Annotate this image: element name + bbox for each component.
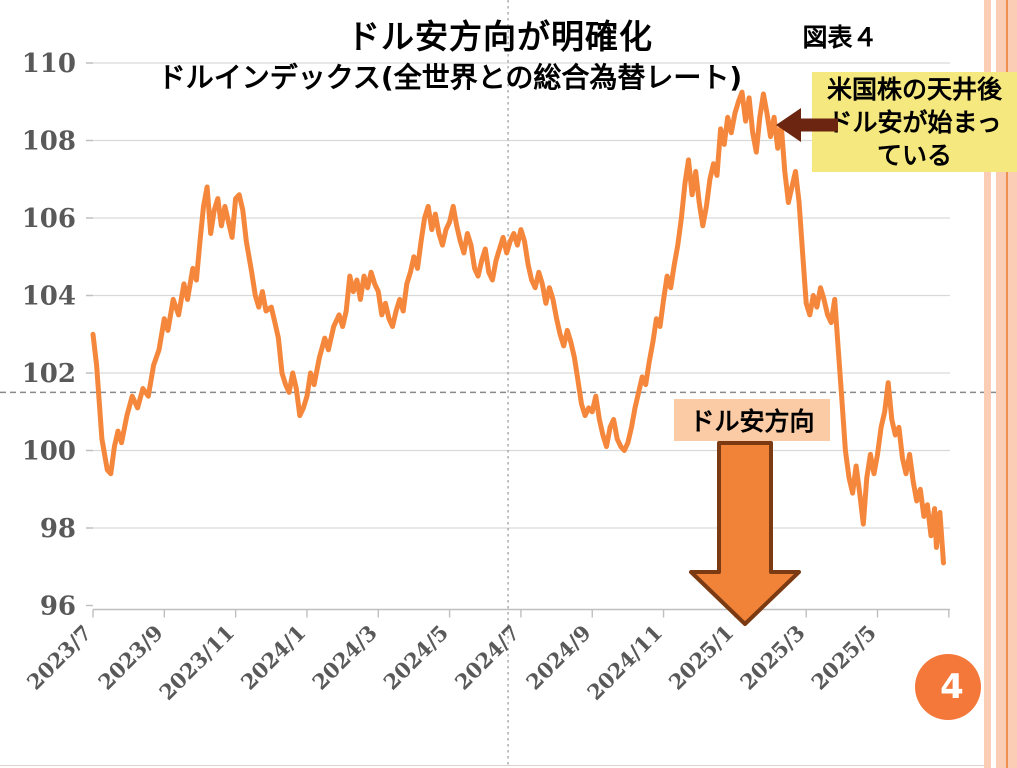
page-number-badge: 4 xyxy=(915,654,981,720)
chart-subtitle: ドルインデックス(全世界との総合為替レート) xyxy=(157,61,743,94)
slide-edge-stripe-line xyxy=(1006,0,1008,768)
y-axis-tick-label: 108 xyxy=(22,127,76,157)
y-axis-tick-label: 104 xyxy=(22,282,76,312)
y-axis-tick-label: 110 xyxy=(22,49,76,79)
y-axis-tick-label: 98 xyxy=(40,514,76,544)
figure-number: 図表４ xyxy=(802,23,878,52)
dollar-index-series-line xyxy=(90,89,946,566)
y-axis-tick-label: 102 xyxy=(22,359,76,389)
callout-line: ドル安が始まっ xyxy=(827,107,1002,137)
callout-line: 米国株の天井後 xyxy=(826,74,1002,104)
y-axis-tick-label: 100 xyxy=(22,437,76,467)
chart-title: ドル安方向が明確化 xyxy=(347,17,653,56)
dollar-weakness-label: ドル安方向 xyxy=(674,399,830,441)
slide-edge-stripe xyxy=(984,0,991,768)
slide-bottom-rule xyxy=(0,765,984,766)
y-axis-tick-label: 106 xyxy=(22,204,76,234)
y-axis-tick-label: 96 xyxy=(40,592,76,622)
callout-line: ている xyxy=(876,140,952,170)
callout-box: 米国株の天井後 ドル安が始まっ ている xyxy=(812,72,1017,172)
